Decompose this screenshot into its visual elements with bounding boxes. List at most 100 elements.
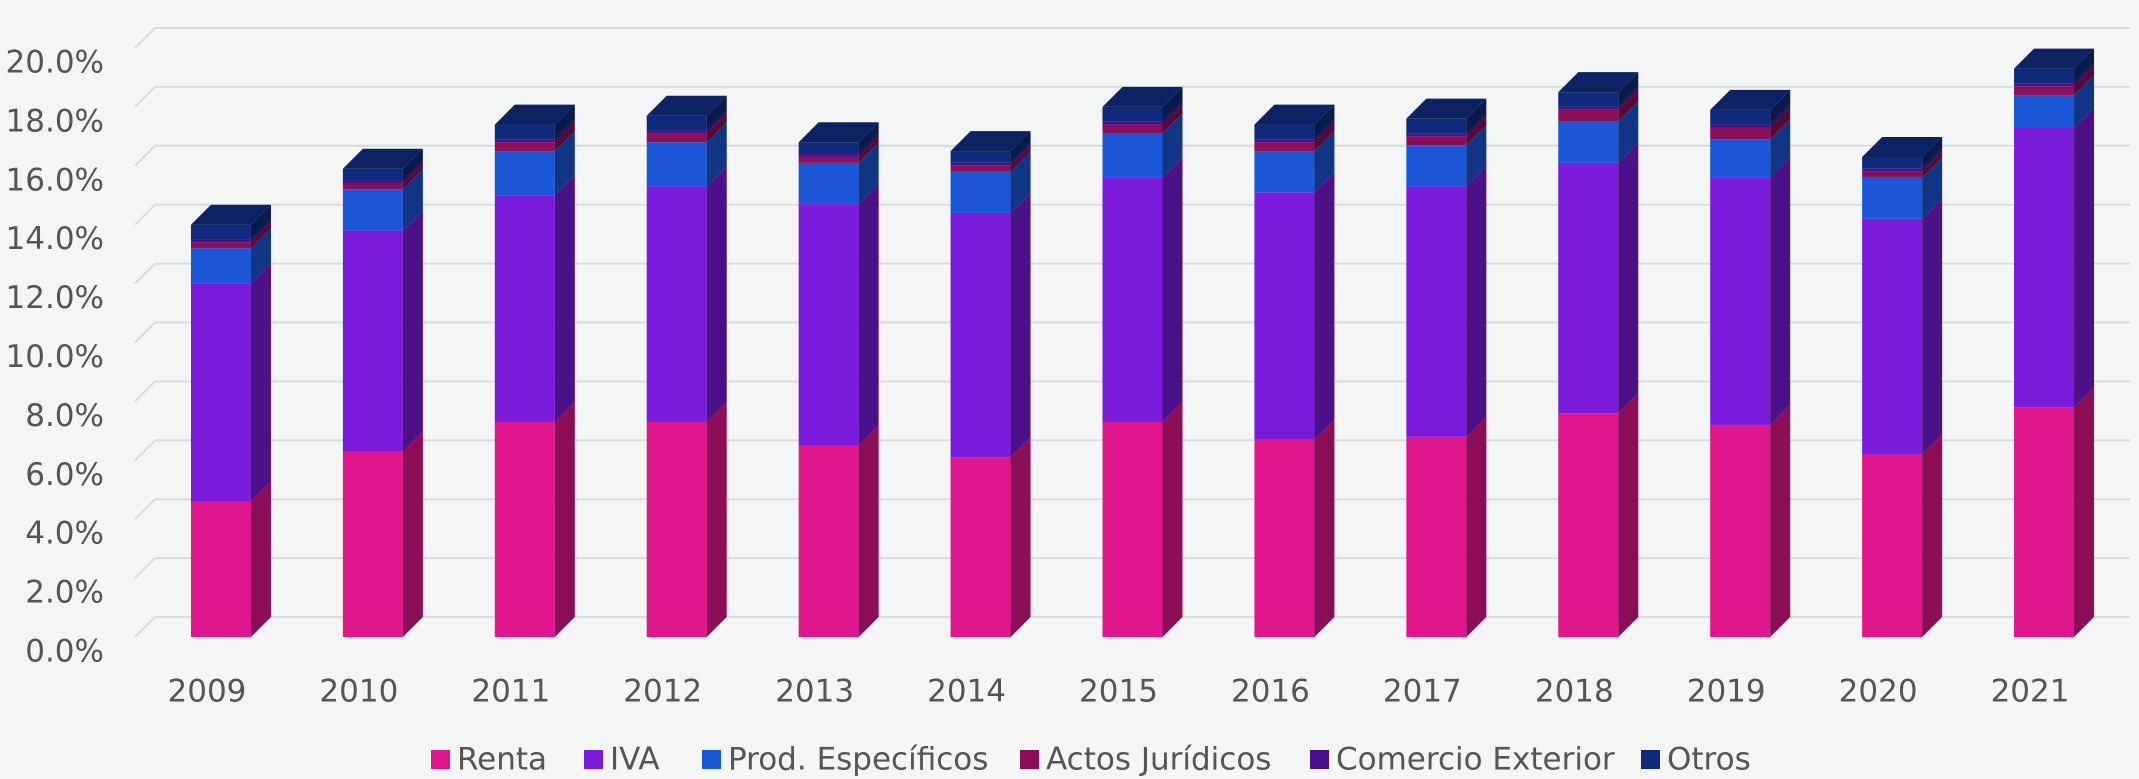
bar-side <box>250 222 271 249</box>
x-tick-label: 2012 <box>623 674 702 710</box>
grid-line-side <box>134 321 156 344</box>
legend-label: Otros <box>1667 742 1751 778</box>
bar-side <box>706 402 727 637</box>
legend-label: Renta <box>457 742 547 778</box>
bar-side <box>706 122 727 187</box>
bar-side <box>1618 142 1639 414</box>
bar-segment <box>2014 127 2075 408</box>
bar-side <box>1466 416 1487 637</box>
bar-side <box>858 142 879 205</box>
bar-segment <box>1254 142 1315 152</box>
bar-segment <box>494 195 555 423</box>
y-tick-label: 18.0% <box>6 103 104 139</box>
grid-line-side <box>134 616 156 638</box>
bar-segment <box>950 165 1011 172</box>
bar-segment <box>1558 413 1619 637</box>
y-tick-label: 12.0% <box>6 280 104 316</box>
bar-side <box>1010 142 1031 166</box>
bar-side <box>2074 66 2095 96</box>
legend-swatch <box>702 750 721 769</box>
bar-side <box>250 204 271 240</box>
bar-segment <box>950 457 1011 637</box>
bar-segment <box>646 422 707 637</box>
bar-side <box>1922 434 1943 637</box>
bar-side <box>554 122 575 152</box>
bar-segment <box>1102 177 1163 423</box>
bar-segment <box>950 162 1011 166</box>
bar-segment <box>1254 124 1315 140</box>
bar-segment <box>494 124 555 140</box>
legend-swatch <box>584 750 603 769</box>
bar-side <box>1770 89 1791 125</box>
bar-side <box>1922 157 1943 219</box>
bar-segment <box>646 130 707 134</box>
bar-side <box>1162 104 1183 134</box>
bar-segment <box>646 133 707 143</box>
y-tick-label: 2.0% <box>25 575 104 611</box>
grid-line-side <box>134 262 156 285</box>
bar-side <box>1466 166 1487 437</box>
bar-segment <box>1558 109 1619 122</box>
bar-segment <box>1710 424 1771 637</box>
bar-segment <box>1862 171 1923 178</box>
bar-segment <box>950 151 1011 163</box>
bar-top <box>342 148 423 169</box>
bar-side <box>554 119 575 143</box>
bar-segment <box>190 224 251 240</box>
bar-side <box>1922 198 1943 455</box>
bar-segment <box>342 230 403 452</box>
bar-side <box>1618 89 1639 122</box>
bar-segment <box>342 451 403 637</box>
bar-top <box>1102 86 1183 107</box>
bar-side <box>1922 151 1943 178</box>
bar-top <box>1254 104 1335 125</box>
bar-segment <box>1254 192 1315 440</box>
y-tick-label: 8.0% <box>25 398 104 434</box>
bar-side <box>1770 107 1791 140</box>
bar-segment <box>1862 218 1923 455</box>
bar-side <box>858 136 879 163</box>
bar-segment <box>1862 454 1923 637</box>
legend-swatch <box>1641 750 1660 769</box>
bar-side <box>250 263 271 502</box>
y-tick-label: 10.0% <box>6 339 104 375</box>
bar-top <box>1862 136 1943 157</box>
bar-side <box>554 402 575 637</box>
bar-segment <box>190 248 251 284</box>
legend-swatch <box>1310 750 1329 769</box>
bar-top <box>2014 48 2095 69</box>
bar-side <box>858 184 879 446</box>
y-tick-label: 0.0% <box>25 634 104 670</box>
bar-segment <box>798 445 859 637</box>
bar-top <box>190 204 271 225</box>
bar-side <box>1162 86 1183 122</box>
bar-side <box>2074 48 2095 84</box>
bar-segment <box>2014 68 2075 84</box>
bar-side <box>402 169 423 231</box>
bar-segment <box>190 242 251 249</box>
bar-side <box>1314 172 1335 440</box>
bar-segment <box>1102 422 1163 637</box>
bar-segment <box>1406 133 1467 137</box>
x-tick-label: 2014 <box>927 674 1006 710</box>
y-tick-label: 20.0% <box>6 45 104 81</box>
bar-segment <box>1558 162 1619 414</box>
bar-segment <box>1862 168 1923 172</box>
bar-side <box>1770 119 1791 178</box>
bar-top <box>1406 98 1487 119</box>
bar-side <box>1314 122 1335 152</box>
bar-side <box>706 113 727 143</box>
grid-line-side <box>134 439 156 462</box>
grid-line-side <box>134 86 156 108</box>
bar-side <box>2074 75 2095 128</box>
legend-label: Comercio Exterior <box>1336 742 1615 778</box>
bar-segment <box>494 139 555 143</box>
bar-segment <box>2014 83 2075 87</box>
x-tick-label: 2009 <box>168 674 247 710</box>
bar-side <box>858 122 879 155</box>
bar-side <box>1618 72 1639 107</box>
y-tick-label: 4.0% <box>25 516 104 552</box>
bar-segment <box>1102 121 1163 125</box>
grid-line-side <box>134 380 156 403</box>
